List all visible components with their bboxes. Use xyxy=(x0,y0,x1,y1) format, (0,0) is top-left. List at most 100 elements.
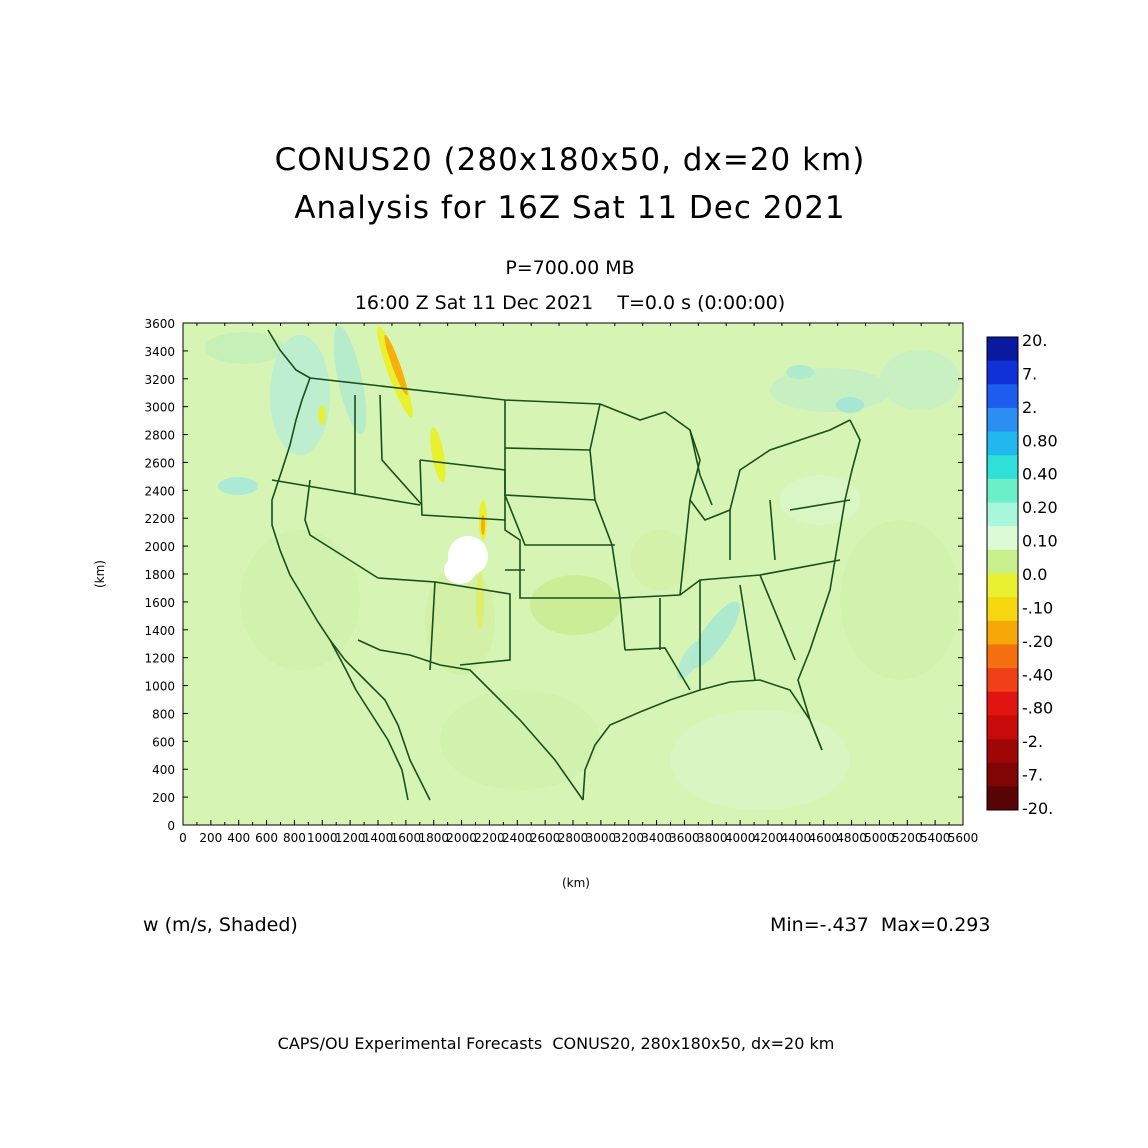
field-feature xyxy=(318,405,326,425)
colorbar-label: 20. xyxy=(1022,331,1047,350)
footer-credit: CAPS/OU Experimental Forecasts CONUS20, … xyxy=(277,1034,835,1053)
colorbar-swatch xyxy=(987,739,1018,764)
x-tick-label: 4600 xyxy=(808,831,839,845)
field-feature xyxy=(240,530,360,670)
colorbar-swatch xyxy=(987,455,1018,480)
colorbar-label: 0.10 xyxy=(1022,532,1058,551)
field-feature xyxy=(384,334,408,396)
colorbar-label: 0.80 xyxy=(1022,431,1058,450)
map-boundary-line xyxy=(419,459,620,599)
colorbar-swatch xyxy=(987,786,1018,811)
y-tick-label: 1000 xyxy=(144,680,175,694)
map-boundary-line xyxy=(504,494,615,546)
map-boundary-line xyxy=(599,403,851,521)
map-boundary-line xyxy=(582,679,823,801)
map-boundary-line xyxy=(789,499,851,511)
x-tick-label: 1800 xyxy=(418,831,449,845)
state-boundaries xyxy=(267,329,861,801)
x-tick-label: 2200 xyxy=(474,831,505,845)
x-tick-label: 0 xyxy=(179,831,187,845)
x-tick-label: 5200 xyxy=(892,831,923,845)
x-axis: 0 200 400 600 800 100012001400160018002000220… xyxy=(179,323,978,845)
colorbar-swatch xyxy=(987,668,1018,693)
field-feature xyxy=(270,335,330,455)
colorbar-swatch xyxy=(987,407,1018,433)
x-axis-label: (km) xyxy=(562,876,590,890)
colorbar-swatch xyxy=(987,597,1018,622)
y-tick-label: 2000 xyxy=(144,540,175,554)
colorbar-swatch xyxy=(987,502,1018,527)
field-feature xyxy=(836,397,864,413)
x-tick-label: 3800 xyxy=(697,831,728,845)
map-boundary-line xyxy=(624,647,691,691)
colorbar-swatch xyxy=(987,526,1018,551)
x-tick-label: 600 xyxy=(255,831,278,845)
y-tick-label: 1800 xyxy=(144,568,175,582)
colorbar-label: 0.20 xyxy=(1022,498,1058,517)
field-feature xyxy=(530,575,620,635)
y-tick-label: 2400 xyxy=(144,484,175,498)
colorbar-label: -7. xyxy=(1022,766,1043,785)
colorbar-swatch xyxy=(987,573,1018,598)
field-feature xyxy=(780,475,860,525)
colorbar-swatch xyxy=(987,762,1018,787)
y-tick-label: 2600 xyxy=(144,456,175,470)
colorbar-label: -20. xyxy=(1022,799,1053,818)
colorbar-label: 2. xyxy=(1022,398,1037,417)
map-boundary-line xyxy=(419,459,506,521)
map-boundary-line xyxy=(271,479,421,506)
colorbar: 20. 7. 2. 0.80 0.40 0.20 0.10 0.0 -.10 -.20 -.40 -.… xyxy=(986,331,1058,818)
field-label: w (m/s, Shaded) xyxy=(143,914,298,936)
y-axis-label: (km) xyxy=(93,560,107,588)
x-tick-label: 1600 xyxy=(391,831,422,845)
x-tick-label: 400 xyxy=(227,831,250,845)
y-tick-label: 3400 xyxy=(144,345,175,359)
colorbar-label: 0.0 xyxy=(1022,565,1047,584)
field-feature xyxy=(218,477,258,495)
x-tick-label: 200 xyxy=(199,831,222,845)
map-boundary-line xyxy=(679,499,691,596)
x-tick-label: 800 xyxy=(283,831,306,845)
field-feature xyxy=(440,690,600,790)
colorbar-swatch xyxy=(987,620,1018,645)
y-tick-label: 2200 xyxy=(144,512,175,526)
colorbar-label: 7. xyxy=(1022,364,1037,383)
x-tick-label: 2400 xyxy=(502,831,533,845)
pressure-level: P=700.00 MB xyxy=(505,257,635,279)
x-tick-label: 4400 xyxy=(781,831,812,845)
x-tick-label: 4800 xyxy=(836,831,867,845)
y-tick-label: 400 xyxy=(152,763,175,777)
field-feature xyxy=(786,365,814,379)
colorbar-label: -.10 xyxy=(1022,598,1053,617)
x-tick-label: 2800 xyxy=(558,831,589,845)
colorbar-swatch xyxy=(987,337,1018,362)
y-tick-label: 1600 xyxy=(144,596,175,610)
colorbar-swatch xyxy=(987,715,1018,740)
field-feature xyxy=(476,570,484,630)
y-tick-label: 0 xyxy=(167,819,175,833)
map-boundary-line xyxy=(759,574,796,661)
map-boundary-line xyxy=(739,584,756,681)
y-tick-label: 200 xyxy=(152,791,175,805)
colorbar-swatch xyxy=(987,644,1018,669)
map-boundary-line xyxy=(267,329,431,801)
y-axis: 0 200 400 600 800 1000 1200 1400 1600 1800 2000 220… xyxy=(144,317,963,833)
x-tick-label: 5600 xyxy=(948,831,979,845)
colorbar-swatch xyxy=(987,478,1018,504)
field-feature xyxy=(630,530,690,590)
x-tick-label: 3000 xyxy=(586,831,617,845)
x-tick-label: 1400 xyxy=(363,831,394,845)
colorbar-label: -.80 xyxy=(1022,699,1053,718)
colorbar-swatch xyxy=(987,360,1018,385)
x-tick-label: 3600 xyxy=(669,831,700,845)
map-boundary-line xyxy=(379,394,423,506)
y-tick-label: 2800 xyxy=(144,429,175,443)
map-boundary-line xyxy=(589,403,601,451)
field-feature xyxy=(430,427,446,483)
y-tick-label: 800 xyxy=(152,707,175,721)
x-tick-label: 3200 xyxy=(613,831,644,845)
field-feature xyxy=(690,601,740,669)
colorbar-label: -2. xyxy=(1022,732,1043,751)
map-boundary-line xyxy=(434,581,511,666)
field-feature xyxy=(205,332,285,364)
